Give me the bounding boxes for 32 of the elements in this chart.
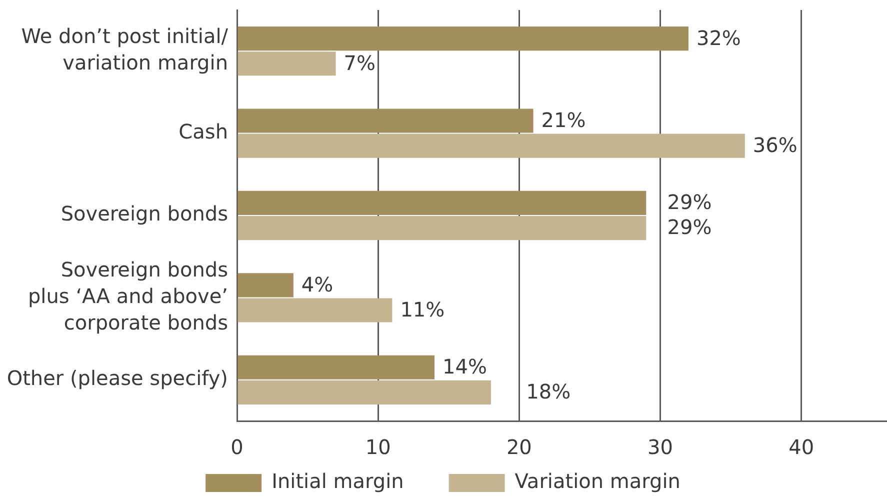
y-tick-label: Cash [178, 120, 228, 144]
bar [238, 190, 646, 215]
bar [238, 134, 745, 158]
y-tick-label: Sovereign bonds [60, 202, 228, 226]
legend-label: Variation margin [514, 469, 680, 494]
data-label: 21% [541, 108, 586, 132]
data-label: 32% [696, 26, 741, 50]
bar [238, 26, 688, 51]
bar [238, 108, 534, 133]
data-label: 29% [667, 215, 712, 240]
bar [238, 52, 336, 76]
bar [238, 355, 435, 380]
bar [238, 298, 392, 322]
data-label: 11% [400, 297, 445, 322]
x-tick-label: 40 [788, 435, 814, 460]
bar [238, 216, 646, 240]
bar [238, 273, 294, 298]
data-label: 7% [344, 50, 376, 75]
bar [238, 380, 491, 404]
legend-label: Initial margin [272, 469, 404, 494]
x-tick-label: 20 [506, 435, 532, 460]
y-tick-label: We don’t post initial/ variation margin [21, 24, 228, 75]
data-label: 14% [442, 354, 487, 379]
data-label: 18% [526, 380, 571, 404]
y-tick-label: Sovereign bonds plus ‘AA and above’ corporate bonds [28, 257, 228, 335]
x-tick-label: 10 [365, 435, 391, 460]
y-tick-label: Other (please specify) [6, 366, 228, 390]
data-label: 36% [752, 133, 798, 158]
data-label: 29% [667, 190, 712, 214]
x-tick-label: 0 [230, 435, 244, 460]
x-tick-label: 30 [648, 435, 673, 460]
data-label: 4% [301, 272, 334, 296]
